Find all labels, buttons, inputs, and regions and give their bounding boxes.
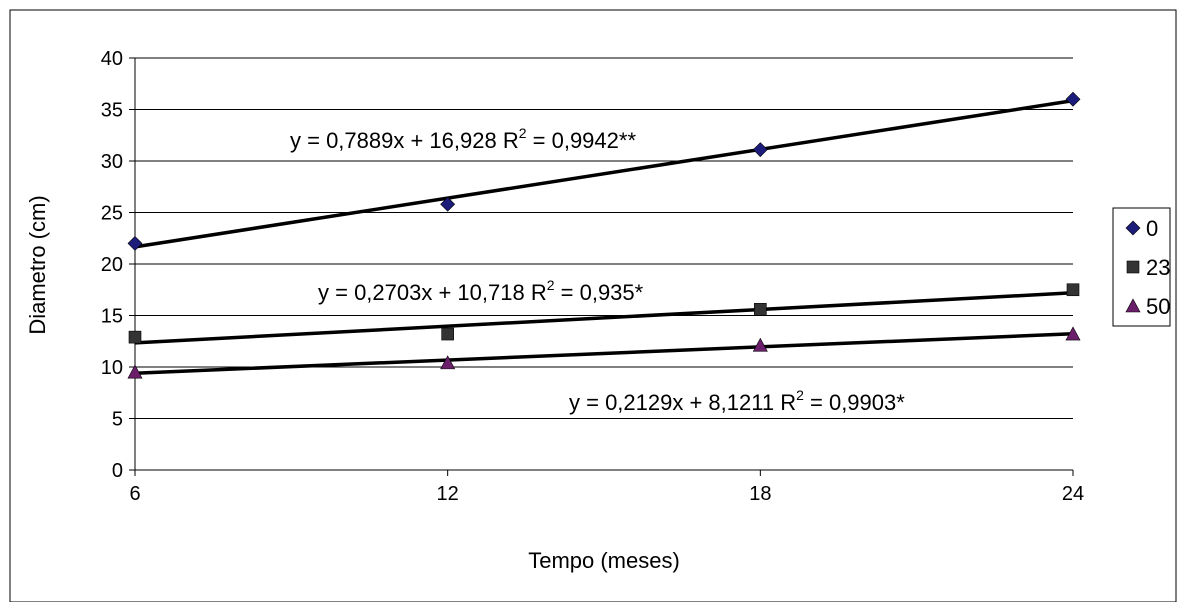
series-23-trendline (134, 291, 1074, 345)
series-0-point (1065, 91, 1081, 107)
x-tick-label: 12 (437, 483, 459, 505)
y-tick-label: 30 (101, 151, 123, 173)
series-23-point (441, 327, 454, 341)
equation-superscript: 2 (547, 277, 555, 293)
series-0-legend-marker (1125, 220, 1141, 236)
series-23-point (754, 303, 767, 316)
y-tick-label: 20 (101, 254, 123, 276)
equation-tail: = 0,935* (555, 280, 644, 305)
x-tick-label: 24 (1062, 483, 1084, 505)
series-0-trendline (134, 98, 1074, 249)
equation-labels: y = 0,7889x + 16,928 R2 = 0,9942**y = 0,… (290, 125, 905, 415)
legend-box (1112, 207, 1171, 327)
series-50-point (440, 355, 456, 370)
y-tick-label: 25 (101, 203, 123, 225)
series-23-point (128, 330, 142, 344)
series-50-legend-label: 50 (1146, 294, 1170, 319)
series-0-point (440, 196, 456, 212)
y-axis-label: Diametro (cm) (25, 195, 50, 334)
x-axis-label: Tempo (meses) (528, 548, 680, 573)
y-tick-label: 10 (101, 357, 123, 379)
series-0-point (752, 142, 768, 158)
y-tick-label: 15 (101, 306, 123, 328)
legend: 0 23 50 (1112, 207, 1171, 327)
y-tick-label: 0 (112, 460, 123, 482)
trendlines (134, 98, 1074, 375)
y-tick-label: 40 (101, 48, 123, 70)
equation-main: y = 0,2129x + 8,1211 R (569, 390, 796, 415)
x-tick-label: 18 (749, 483, 771, 505)
series-50-point (752, 337, 768, 352)
equation-main: y = 0,2703x + 10,718 R (318, 280, 547, 305)
y-tick-label: 5 (112, 409, 123, 431)
y-tick-label: 35 (101, 100, 123, 122)
series-0-legend-label: 0 (1146, 216, 1158, 241)
data-points (127, 91, 1081, 379)
equation-superscript: 2 (519, 125, 527, 141)
equation-superscript: 2 (796, 387, 804, 403)
series-23-equation: y = 0,2703x + 10,718 R2 = 0,935* (318, 277, 644, 305)
series-50-equation: y = 0,2129x + 8,1211 R2 = 0,9903* (569, 387, 905, 415)
series-0-equation: y = 0,7889x + 16,928 R2 = 0,9942** (290, 125, 636, 153)
series-50-trendline (134, 331, 1074, 375)
axes: 0 5 10 15 20 25 30 35 40 6 12 18 24 (101, 48, 1084, 505)
series-23-legend-label: 23 (1146, 255, 1170, 280)
chart-border (9, 9, 1177, 603)
series-50-point (127, 364, 143, 379)
series-23-point (1066, 283, 1080, 297)
equation-main: y = 0,7889x + 16,928 R (290, 128, 519, 153)
series-0-point (127, 235, 143, 251)
equation-tail: = 0,9942** (527, 128, 637, 153)
series-23-legend-marker (1126, 260, 1140, 274)
series-50-point (1065, 326, 1081, 341)
x-tick-label: 6 (129, 483, 140, 505)
equation-tail: = 0,9903* (804, 390, 905, 415)
series-50-legend-marker (1125, 298, 1141, 313)
